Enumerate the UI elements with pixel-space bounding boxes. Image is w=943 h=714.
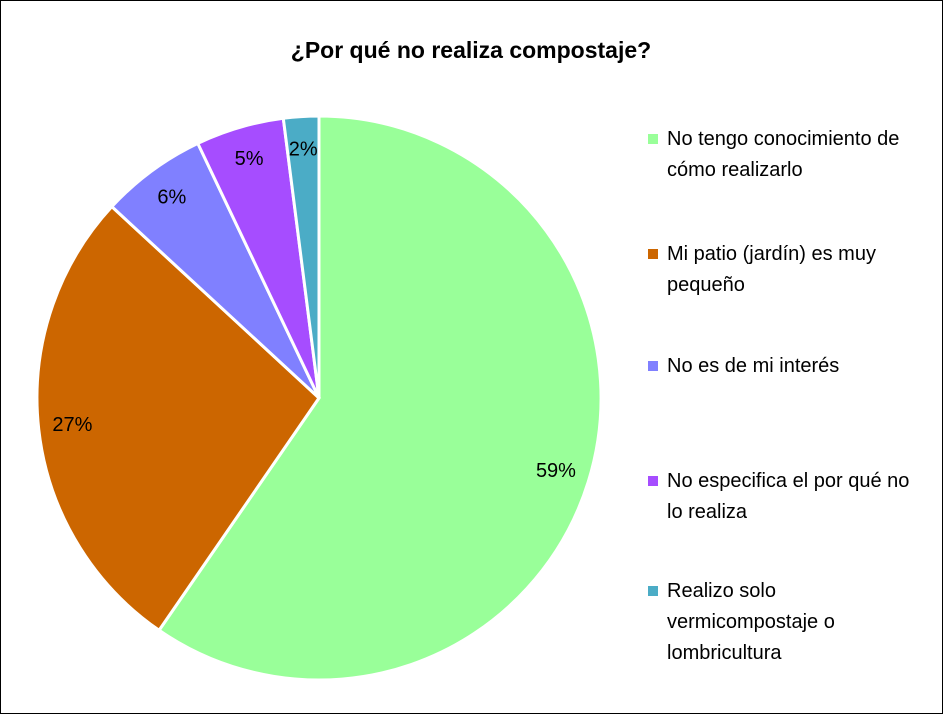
pie-slice xyxy=(281,114,321,399)
legend-swatch xyxy=(648,586,658,596)
legend-label: Mi patio (jardín) es muy pequeño xyxy=(667,243,876,296)
legend-item: Mi patio (jardín) es muy pequeño xyxy=(648,239,913,301)
legend-item: No especifica el por qué no lo realiza xyxy=(648,466,913,528)
legend-label: No especifica el por qué no lo realiza xyxy=(667,470,910,523)
legend-item: Realizo solo vermicompostaje o lombricul… xyxy=(648,576,913,669)
data-label: 6% xyxy=(157,186,186,208)
legend-label: No tengo conocimiento de cómo realizarlo xyxy=(667,128,900,181)
legend-item: No tengo conocimiento de cómo realizarlo xyxy=(648,124,913,186)
legend-label: No es de mi interés xyxy=(667,355,840,377)
legend-swatch xyxy=(648,361,658,371)
chart-title: ¿Por qué no realiza compostaje? xyxy=(291,37,651,63)
data-label: 5% xyxy=(235,148,264,170)
pie-slice xyxy=(157,114,603,682)
legend-label: Realizo solo vermicompostaje o lombricul… xyxy=(667,580,835,664)
data-label: 27% xyxy=(52,414,92,436)
legend-swatch xyxy=(648,249,658,259)
data-label: 59% xyxy=(536,460,576,482)
legend-swatch xyxy=(648,476,658,486)
legend-item: No es de mi interés xyxy=(648,351,913,382)
data-label: 2% xyxy=(289,139,318,161)
legend-swatch xyxy=(648,134,658,144)
pie-slice xyxy=(35,204,321,633)
